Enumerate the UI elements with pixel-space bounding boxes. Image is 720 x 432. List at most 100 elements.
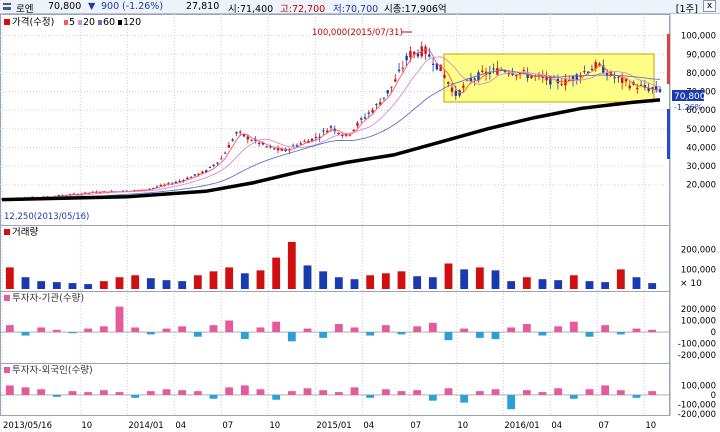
price-layer <box>0 41 662 202</box>
candle-body <box>269 146 272 148</box>
institution-bar <box>366 332 375 336</box>
candle-body <box>586 71 590 74</box>
down-arrow-icon: ▼ <box>88 1 96 12</box>
x-tick-label: 10 <box>81 421 92 431</box>
open-price: 시:71,400 <box>228 4 274 15</box>
x-axis-labels: 2013/05/16 10 2014/01 04 07 10 2015/01 04 07 10 20… <box>3 421 656 431</box>
institution-bar <box>632 328 641 333</box>
close-button[interactable]: x <box>703 0 716 12</box>
foreign-bar <box>350 387 359 395</box>
institution-bar <box>256 327 265 333</box>
institution-bar <box>68 332 77 334</box>
volume-bar <box>287 241 296 289</box>
scroll-indicator-bottom[interactable] <box>667 109 670 159</box>
candle-body <box>205 170 208 173</box>
candle-body <box>261 142 265 145</box>
menu-icon[interactable] <box>3 3 11 10</box>
candle-body <box>314 136 318 139</box>
institution-bar <box>491 332 500 340</box>
price-tick-label: 60,000 <box>686 106 716 116</box>
candle-body <box>178 180 181 182</box>
candle-body <box>303 141 306 143</box>
candle-body <box>375 104 378 106</box>
scroll-indicator-top[interactable] <box>667 34 670 84</box>
candle-body <box>299 143 302 145</box>
institution-bar <box>616 332 625 335</box>
x-tick-label: 10 <box>645 421 656 431</box>
institution-bars <box>0 306 669 342</box>
candle-body <box>545 76 548 81</box>
x-tick-label: 10 <box>457 421 468 431</box>
candle-body <box>428 54 431 57</box>
stock-name: 로엔 <box>16 4 34 15</box>
current-price-tag <box>672 90 704 101</box>
institution-bar <box>397 332 406 335</box>
candle-body <box>617 76 620 78</box>
x-tick-label: 07 <box>222 421 233 431</box>
candle-body <box>435 63 439 70</box>
high-price: 고:72,700 <box>280 4 326 15</box>
volume-bar <box>350 279 359 289</box>
y-axis-labels: 20,00030,00040,00050,00060,00070,00080,0… <box>678 32 716 420</box>
foreign-bar <box>444 388 453 395</box>
candle-body <box>382 97 386 99</box>
price-tick-label: 50,000 <box>686 125 716 135</box>
price-tick-label: 80,000 <box>686 69 716 79</box>
candle-body <box>394 79 397 82</box>
candle-body <box>488 71 492 75</box>
institution-bar <box>334 323 343 333</box>
volume-bar <box>334 277 343 289</box>
candle-body <box>386 90 389 94</box>
price-tick-label: 30,000 <box>686 162 716 172</box>
volume-bar <box>272 257 281 289</box>
candle-body <box>352 129 355 131</box>
foreign-bar <box>428 394 437 401</box>
foreign-tick-label: -200,000 <box>678 410 716 420</box>
volume-bar <box>538 279 547 289</box>
candle-body <box>344 133 348 136</box>
candle-body <box>189 176 193 178</box>
foreign-bar <box>475 391 484 395</box>
volume-bar <box>52 282 61 289</box>
institution-bar <box>272 321 281 333</box>
volume-bar <box>146 278 155 289</box>
candle-body <box>530 76 533 79</box>
institution-bar <box>21 332 30 336</box>
institution-bar <box>52 329 61 333</box>
foreign-bar <box>84 392 93 395</box>
period-button[interactable]: [1주] <box>675 4 698 15</box>
candle-body <box>121 190 125 192</box>
volume-bar <box>366 275 375 289</box>
candle-body <box>341 134 344 137</box>
candle-body <box>647 87 650 91</box>
institution-bar <box>225 320 234 333</box>
foreign-bar <box>334 392 343 395</box>
volume-bar <box>585 281 594 289</box>
foreign-bar <box>585 389 594 395</box>
x-tick-label: 2015/01 <box>316 421 351 431</box>
institution-bar <box>5 325 14 333</box>
candle-body <box>371 109 374 113</box>
candle-body <box>613 77 616 79</box>
candle-body <box>658 89 662 92</box>
volume-bar <box>616 269 625 289</box>
institution-tick-label: -200,000 <box>678 351 716 361</box>
foreign-bar <box>366 394 375 398</box>
candle-body <box>526 73 529 79</box>
foreign-bar <box>569 394 578 399</box>
x-tick-label: 2016/01 <box>504 421 539 431</box>
candle-body <box>231 139 234 141</box>
candle-body <box>367 112 371 114</box>
foreign-bar <box>225 387 234 395</box>
candle-body <box>469 78 473 82</box>
price-panel-title: 가격(수정) <box>12 16 54 28</box>
x-tick-label: 07 <box>410 421 421 431</box>
institution-bar <box>131 327 140 333</box>
candle-body <box>212 164 215 166</box>
x-tick-label: 2014/01 <box>128 421 163 431</box>
volume-legend-swatch <box>4 229 10 235</box>
price-tick-label: 40,000 <box>686 143 716 153</box>
institution-bar <box>381 325 390 333</box>
foreign-bar <box>319 390 328 395</box>
foreign-bar <box>538 392 547 395</box>
